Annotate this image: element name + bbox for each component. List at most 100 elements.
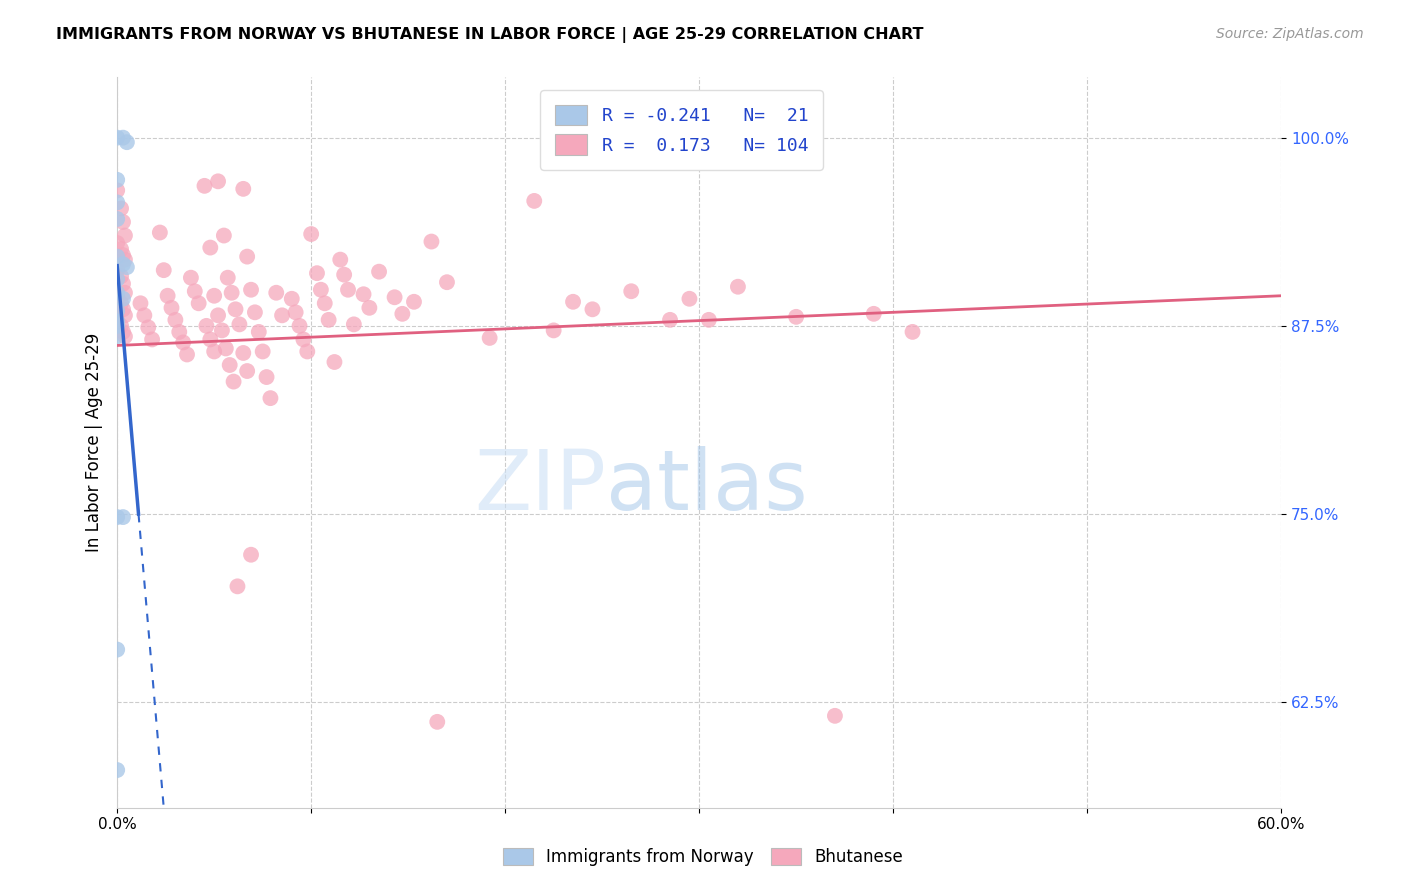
Point xyxy=(402,294,425,309)
Point xyxy=(478,331,501,345)
Point xyxy=(212,228,235,243)
Point xyxy=(115,135,138,149)
Point xyxy=(111,325,134,339)
Point xyxy=(226,579,249,593)
Point xyxy=(333,268,356,282)
Point xyxy=(165,313,187,327)
Point xyxy=(824,709,846,723)
Point xyxy=(562,294,585,309)
Point xyxy=(384,290,406,304)
Point xyxy=(329,252,352,267)
Point xyxy=(114,228,136,243)
Point xyxy=(353,287,375,301)
Point xyxy=(314,296,336,310)
Point xyxy=(105,263,128,277)
Point xyxy=(207,309,229,323)
Point xyxy=(105,211,128,226)
Point xyxy=(281,292,304,306)
Point xyxy=(543,323,565,337)
Point xyxy=(167,325,190,339)
Point xyxy=(337,283,360,297)
Point xyxy=(232,346,254,360)
Point xyxy=(105,329,128,343)
Text: ZIP: ZIP xyxy=(474,446,606,527)
Point xyxy=(305,266,328,280)
Point xyxy=(292,333,315,347)
Point xyxy=(136,320,159,334)
Point xyxy=(200,333,222,347)
Point xyxy=(581,302,603,317)
Point xyxy=(297,344,319,359)
Point xyxy=(523,194,546,208)
Point xyxy=(288,318,311,333)
Point xyxy=(134,309,156,323)
Point xyxy=(114,285,136,300)
Point xyxy=(236,250,259,264)
Point xyxy=(318,313,340,327)
Point xyxy=(105,763,128,777)
Point xyxy=(110,269,132,284)
Point xyxy=(218,358,240,372)
Point xyxy=(152,263,174,277)
Point xyxy=(240,548,263,562)
Point xyxy=(110,296,132,310)
Point xyxy=(232,182,254,196)
Point xyxy=(215,342,238,356)
Point xyxy=(105,173,128,187)
Point xyxy=(105,272,128,286)
Point xyxy=(359,301,381,315)
Point xyxy=(105,285,128,300)
Point xyxy=(110,202,132,216)
Point xyxy=(105,314,128,328)
Point xyxy=(620,285,643,299)
Point xyxy=(114,309,136,323)
Point xyxy=(323,355,346,369)
Point xyxy=(105,303,128,318)
Point xyxy=(659,313,682,327)
Point xyxy=(105,314,128,328)
Point xyxy=(129,296,152,310)
Point xyxy=(426,714,449,729)
Point xyxy=(901,325,924,339)
Point xyxy=(149,226,172,240)
Point xyxy=(172,335,194,350)
Point xyxy=(105,642,128,657)
Point xyxy=(200,241,222,255)
Legend: R = -0.241   N=  21, R =  0.173   N= 104: R = -0.241 N= 21, R = 0.173 N= 104 xyxy=(540,90,823,169)
Point xyxy=(343,318,366,332)
Point xyxy=(184,285,207,299)
Point xyxy=(105,510,128,524)
Point xyxy=(256,370,278,384)
Point xyxy=(180,270,202,285)
Point xyxy=(195,318,218,333)
Point xyxy=(271,309,294,323)
Point xyxy=(264,285,287,300)
Point xyxy=(110,242,132,256)
Point xyxy=(111,248,134,262)
Point xyxy=(211,323,233,337)
Point xyxy=(228,318,250,332)
Point xyxy=(111,215,134,229)
Point xyxy=(141,333,163,347)
Point xyxy=(259,391,281,405)
Point xyxy=(222,375,245,389)
Point xyxy=(160,301,183,315)
Point xyxy=(176,347,198,361)
Point xyxy=(111,130,134,145)
Point xyxy=(221,285,243,300)
Point xyxy=(156,289,179,303)
Legend: Immigrants from Norway, Bhutanese: Immigrants from Norway, Bhutanese xyxy=(495,840,911,875)
Point xyxy=(243,305,266,319)
Point xyxy=(236,364,259,378)
Point xyxy=(105,183,128,197)
Point xyxy=(111,292,134,306)
Point xyxy=(115,260,138,274)
Point xyxy=(202,344,225,359)
Point xyxy=(105,250,128,264)
Point xyxy=(436,275,458,289)
Point xyxy=(727,279,749,293)
Text: IMMIGRANTS FROM NORWAY VS BHUTANESE IN LABOR FORCE | AGE 25-29 CORRELATION CHART: IMMIGRANTS FROM NORWAY VS BHUTANESE IN L… xyxy=(56,27,924,43)
Point xyxy=(785,310,807,324)
Point xyxy=(420,235,443,249)
Point xyxy=(207,174,229,188)
